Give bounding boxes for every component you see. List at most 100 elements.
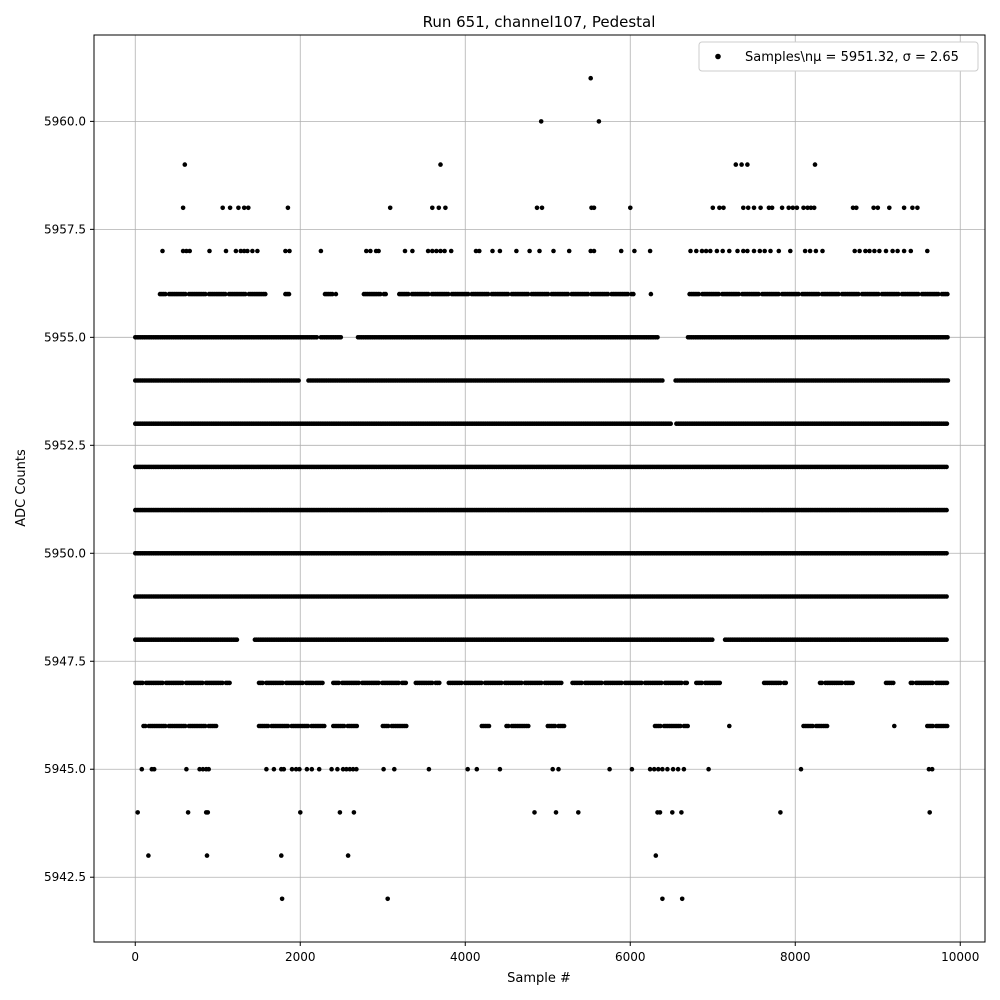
data-point — [688, 248, 693, 254]
data-point — [287, 248, 292, 254]
data-point — [506, 723, 511, 729]
data-point — [670, 766, 676, 772]
data-point — [426, 766, 432, 772]
data-point — [810, 723, 815, 729]
x-tick-label: 2000 — [285, 950, 316, 964]
data-point — [552, 723, 558, 729]
data-point — [204, 853, 210, 858]
data-point — [280, 680, 285, 686]
data-point — [794, 205, 800, 211]
data-point — [565, 291, 571, 297]
data-point — [776, 291, 781, 297]
data-point — [160, 680, 165, 686]
data-point — [180, 248, 186, 254]
data-point — [538, 119, 544, 124]
data-point — [207, 248, 212, 254]
data-point — [465, 291, 471, 297]
x-tick-label: 8000 — [780, 950, 811, 964]
data-point — [553, 810, 559, 815]
y-tick-label: 5950.0 — [44, 546, 86, 560]
data-point — [438, 162, 443, 167]
data-point — [710, 637, 715, 642]
data-point — [143, 723, 148, 729]
data-point — [459, 680, 464, 686]
data-point — [901, 205, 907, 211]
data-point — [223, 248, 229, 254]
data-point — [629, 766, 635, 772]
data-point — [309, 766, 315, 772]
data-point — [234, 637, 240, 642]
data-point — [474, 766, 480, 772]
data-point — [263, 291, 268, 297]
data-point — [514, 248, 519, 254]
data-point — [285, 205, 291, 211]
x-tick-label: 6000 — [615, 950, 646, 964]
data-point — [344, 766, 349, 772]
data-point — [839, 680, 845, 686]
data-point — [296, 378, 301, 383]
data-point — [200, 680, 205, 686]
data-point — [802, 248, 808, 254]
data-point — [945, 378, 951, 383]
data-point — [381, 766, 386, 772]
data-point — [916, 291, 921, 297]
data-point — [591, 248, 597, 254]
data-point — [778, 680, 783, 686]
data-point — [206, 766, 211, 772]
data-point — [213, 723, 219, 729]
data-point — [745, 162, 750, 167]
data-point — [720, 248, 725, 254]
data-point — [786, 205, 791, 211]
data-point — [402, 248, 408, 254]
data-point — [945, 291, 950, 297]
data-point — [854, 205, 859, 211]
data-point — [769, 205, 775, 211]
data-point — [733, 162, 739, 167]
data-point — [246, 205, 251, 211]
data-point — [203, 291, 208, 297]
data-point — [338, 335, 344, 340]
data-point — [824, 723, 830, 729]
data-point — [790, 205, 796, 211]
data-point — [891, 680, 896, 686]
data-point — [631, 291, 636, 297]
data-point — [801, 205, 806, 211]
data-point — [856, 291, 861, 297]
data-point — [684, 680, 690, 686]
data-point — [220, 205, 225, 211]
data-point — [205, 810, 211, 815]
data-point — [279, 853, 284, 858]
data-point — [925, 248, 930, 254]
scatter-points — [133, 75, 951, 902]
data-point — [140, 680, 145, 686]
data-point — [751, 248, 757, 254]
data-point — [805, 205, 810, 211]
y-tick-label: 5957.5 — [44, 222, 86, 236]
data-point — [243, 291, 248, 297]
data-point — [850, 680, 855, 686]
data-point — [434, 248, 439, 254]
data-point — [376, 248, 381, 254]
data-point — [796, 291, 801, 297]
data-point — [668, 421, 673, 427]
data-point — [550, 766, 555, 772]
data-point — [406, 291, 411, 297]
data-point — [710, 205, 716, 211]
data-point — [908, 248, 914, 254]
data-point — [944, 464, 949, 470]
data-point — [665, 766, 670, 772]
data-point — [383, 291, 389, 297]
data-point — [579, 680, 584, 686]
x-tick-label: 10000 — [941, 950, 979, 964]
data-point — [660, 766, 665, 772]
data-point — [297, 766, 302, 772]
data-point — [807, 248, 813, 254]
data-point — [647, 248, 653, 254]
data-point — [585, 291, 591, 297]
data-point — [798, 766, 804, 772]
data-point — [895, 248, 900, 254]
data-point — [735, 248, 740, 254]
data-point — [915, 205, 920, 211]
data-point — [465, 766, 471, 772]
